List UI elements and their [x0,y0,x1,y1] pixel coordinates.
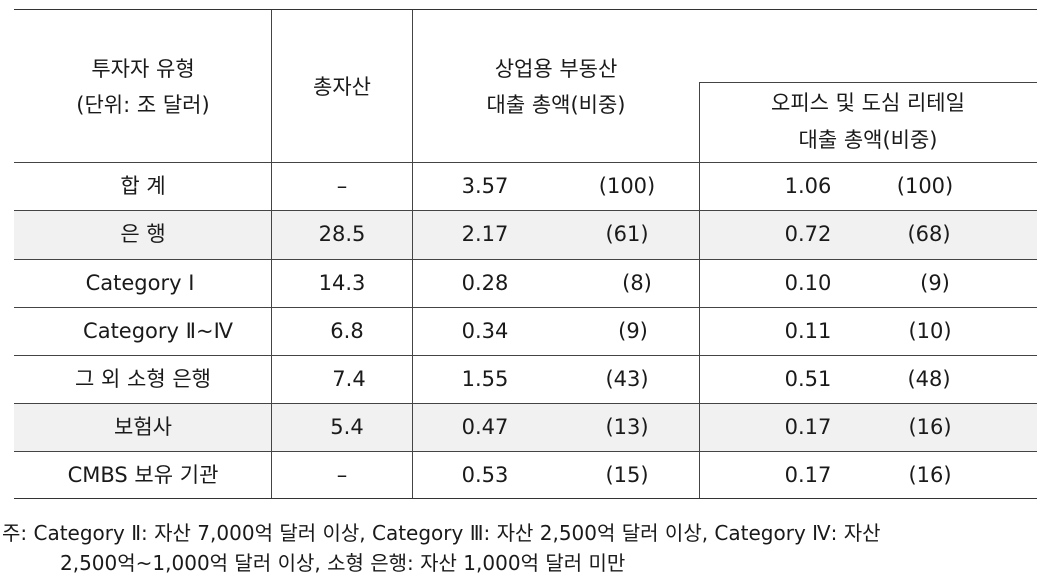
footnote-line-1: 주: Category Ⅱ: 자산 7,000억 달러 이상, Category… [2,521,881,545]
header-cre-loans-sub: 대출 총액(비중) [486,93,626,117]
row-office: 0.17 [784,463,832,487]
table-top-border [14,9,1037,10]
row-cre-share: (100) [598,174,656,198]
row-divider [14,451,1037,452]
header-office-retail: 오피스 및 도심 리테일 [771,91,965,115]
row-type: CMBS 보유 기관 [67,463,219,487]
row-type: Category Ⅰ [85,271,195,295]
row-cre-share: (13) [605,415,649,439]
row-assets: 28.5 [318,222,366,246]
row-office-share: (68) [907,222,951,246]
row-office-share: (10) [908,319,952,343]
row-divider [14,307,1037,308]
row-shade-banks [14,211,1037,259]
row-cre: 1.55 [461,367,509,391]
row-cre-share: (61) [605,222,649,246]
row-type: 합 계 [120,174,166,198]
header-total-assets: 총자산 [313,75,371,99]
table-bottom-border [14,498,1037,499]
footnote-line-2: 2,500억~1,000억 달러 이상, 소형 은행: 자산 1,000억 달러… [60,551,626,575]
row-cre-share: (8) [622,271,652,295]
header-office-retail-sub: 대출 총액(비중) [798,128,938,152]
row-cre: 3.57 [461,174,509,198]
row-office-share: (48) [907,367,951,391]
header-investor-type: 투자자 유형 [91,57,195,81]
row-divider [14,210,1037,211]
row-type: Category Ⅱ~Ⅳ [83,319,233,343]
row-cre: 0.47 [461,415,509,439]
row-type: 보험사 [114,415,172,439]
column-divider [271,10,272,498]
row-assets: 5.4 [330,415,364,439]
row-divider [14,403,1037,404]
row-assets: 14.3 [318,271,366,295]
row-type: 그 외 소형 은행 [75,367,211,391]
row-office: 0.17 [784,415,832,439]
column-divider [699,82,700,498]
row-assets: – [336,174,348,198]
row-divider [14,259,1037,260]
row-assets: 6.8 [330,319,364,343]
column-divider [412,10,413,498]
row-cre: 0.28 [461,271,509,295]
row-shade-insurers [14,403,1037,451]
row-cre: 2.17 [461,222,509,246]
row-office: 0.10 [784,271,832,295]
row-cre-share: (9) [618,319,648,343]
header-unit: (단위: 조 달러) [76,93,210,117]
row-office-share: (16) [908,463,952,487]
row-office-share: (9) [920,271,950,295]
row-type: 은 행 [120,222,166,246]
row-cre-share: (43) [605,367,649,391]
header-bottom-border [14,162,1037,163]
header-cre-loans: 상업용 부동산 [494,57,618,81]
row-office-share: (16) [908,415,952,439]
row-assets: 7.4 [332,367,366,391]
row-assets: – [336,463,348,487]
row-office: 0.11 [784,319,832,343]
row-cre: 0.34 [461,319,509,343]
row-office: 1.06 [784,174,832,198]
row-divider [14,355,1037,356]
row-office: 0.51 [784,367,832,391]
row-cre-share: (15) [605,463,649,487]
row-cre: 0.53 [461,463,509,487]
row-office: 0.72 [784,222,832,246]
row-office-share: (100) [896,174,954,198]
office-header-divider [699,82,1037,83]
